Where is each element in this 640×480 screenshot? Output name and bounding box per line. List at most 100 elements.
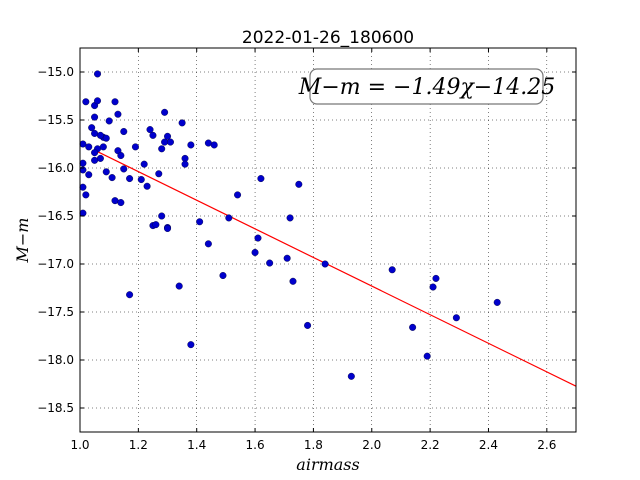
y-tick-label: −15.5 (37, 113, 74, 127)
data-point (432, 274, 440, 282)
data-point (137, 176, 145, 184)
data-point (452, 314, 460, 322)
data-point (94, 97, 102, 105)
data-point (158, 145, 166, 153)
data-point (423, 352, 431, 360)
data-point (286, 214, 294, 222)
fit-layer (94, 149, 577, 387)
data-point (283, 254, 291, 262)
data-point (108, 174, 116, 182)
y-tick-label: −16.0 (37, 161, 74, 175)
data-point (85, 171, 93, 179)
data-point (251, 248, 259, 256)
data-point (178, 119, 186, 127)
data-point (91, 129, 99, 137)
data-point (79, 140, 87, 148)
data-point (99, 143, 107, 151)
data-point (152, 221, 160, 229)
x-tick-label: 2.2 (421, 438, 440, 452)
grid-layer (79, 48, 576, 432)
data-point (321, 260, 329, 268)
x-axis-label: airmass (296, 455, 359, 474)
data-point (111, 98, 119, 106)
data-point (102, 134, 110, 142)
data-point (96, 154, 104, 162)
data-point (210, 141, 218, 149)
data-point (181, 160, 189, 168)
data-point (161, 138, 169, 146)
data-point (82, 191, 90, 199)
data-point (111, 197, 119, 205)
data-point (196, 218, 204, 226)
x-tick-label: 1.0 (70, 438, 89, 452)
x-tick-label: 2.4 (479, 438, 498, 452)
data-point (254, 234, 262, 242)
fit-line (94, 149, 577, 387)
data-point (257, 175, 265, 183)
chart-title: 2022-01-26_180600 (242, 28, 414, 48)
data-point (96, 131, 104, 139)
data-point (409, 323, 417, 331)
data-point (187, 141, 195, 149)
data-point (117, 152, 125, 160)
data-point (161, 108, 169, 116)
data-point (91, 156, 99, 164)
y-tick-label: −18.0 (37, 353, 74, 367)
data-point (126, 175, 134, 183)
data-point (388, 266, 396, 274)
data-point (143, 182, 151, 190)
data-point (166, 138, 174, 146)
data-point (289, 277, 297, 285)
data-point (140, 160, 148, 168)
data-point (225, 214, 233, 222)
y-tick-label: −15.0 (37, 65, 74, 79)
data-point (158, 212, 166, 220)
data-point (155, 170, 163, 178)
y-tick-label: −17.5 (37, 305, 74, 319)
data-point (187, 341, 195, 349)
data-point (91, 113, 99, 121)
data-point (79, 209, 87, 217)
y-axis-label: M−m (13, 218, 32, 264)
x-tick-label: 1.4 (187, 438, 206, 452)
annotation-frame (309, 68, 544, 105)
data-point (219, 272, 227, 280)
data-point (149, 131, 157, 139)
data-point (304, 321, 312, 329)
x-tick-label: 1.6 (246, 438, 265, 452)
data-point (126, 291, 134, 299)
data-point (114, 110, 122, 118)
data-point (347, 372, 355, 380)
x-tick-label: 1.8 (304, 438, 323, 452)
data-point (131, 143, 139, 151)
data-point (91, 149, 99, 157)
data-point (164, 224, 172, 232)
points-layer (79, 70, 501, 380)
data-point (120, 128, 128, 136)
fit-annotation-box: M−m = −1.49χ−14.25 (298, 68, 555, 105)
data-point (175, 282, 183, 290)
data-point (79, 159, 87, 167)
y-tick-label: −18.5 (37, 401, 74, 415)
data-point (164, 132, 172, 140)
data-point (117, 199, 125, 207)
data-point (102, 168, 110, 176)
data-point (146, 126, 154, 134)
y-tick-label: −16.5 (37, 209, 74, 223)
data-point (429, 283, 437, 291)
data-point (120, 165, 128, 173)
x-tick-label: 1.2 (129, 438, 148, 452)
data-point (266, 259, 274, 267)
annotation-text: M−m = −1.49χ−14.25 (298, 75, 555, 100)
plot-frame (79, 47, 577, 433)
x-tick-label: 2.0 (362, 438, 381, 452)
y-tick-label: −17.0 (37, 257, 74, 271)
ticks-layer: 1.0 1.2 1.4 1.6 1.8 2.0 2.2 2.4 2.6 −15.0 −15.5 −16… (37, 48, 576, 452)
data-point (493, 298, 501, 306)
data-point (295, 180, 303, 188)
data-point (234, 191, 242, 199)
data-point (204, 240, 212, 248)
data-point (94, 70, 102, 78)
